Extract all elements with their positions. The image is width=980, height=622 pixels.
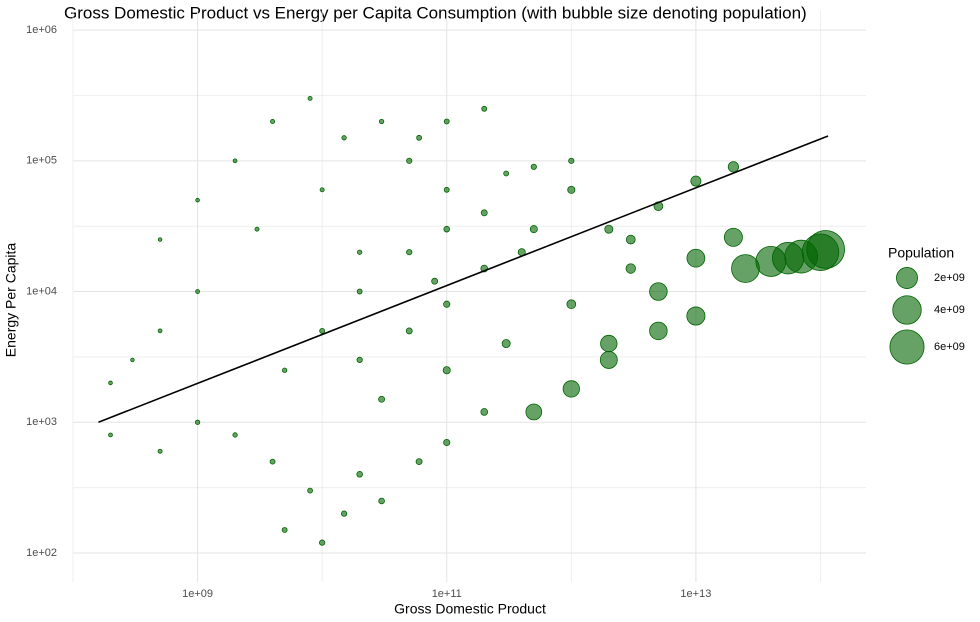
chart-title: Gross Domestic Product vs Energy per Cap… (64, 3, 807, 22)
bubble (481, 105, 488, 112)
legend-label: 4e+09 (934, 304, 965, 316)
y-tick-label: 1e+05 (26, 155, 57, 167)
bubble (686, 248, 706, 268)
bubble (443, 300, 451, 308)
bubble (480, 209, 488, 217)
bubble (108, 432, 113, 438)
bubble (378, 497, 385, 505)
bubble (157, 448, 163, 454)
legend-bubble (896, 267, 918, 289)
bubble (431, 277, 439, 285)
bubble (625, 263, 636, 274)
bubble (727, 161, 739, 173)
bubble (356, 471, 363, 478)
bubble (195, 289, 200, 294)
bubble (357, 249, 363, 255)
bubble (108, 380, 113, 386)
bubble (723, 227, 743, 247)
bubble (319, 328, 326, 334)
legend-bubble (889, 329, 925, 365)
bubble (442, 366, 451, 375)
bubble (307, 96, 313, 101)
bubble (195, 197, 200, 203)
bubble (600, 334, 618, 353)
bubble (319, 187, 325, 193)
bubble (530, 163, 537, 170)
bubble (529, 225, 538, 234)
bubble (157, 237, 163, 242)
bubble (416, 134, 422, 141)
bubble (270, 119, 276, 124)
bubble (599, 350, 618, 369)
bubble (443, 438, 451, 447)
bubble (356, 288, 363, 295)
bubble (525, 403, 543, 421)
bubble (649, 321, 668, 341)
bubble (686, 306, 706, 326)
bubble (319, 539, 326, 546)
bubble (568, 157, 575, 164)
bubble (625, 234, 636, 245)
trend-line (98, 135, 829, 424)
bubble (356, 356, 363, 363)
legend-label: 6e+09 (934, 341, 965, 353)
bubble (501, 339, 511, 349)
bubble (378, 118, 385, 125)
y-tick-label: 1e+06 (26, 24, 57, 36)
bubble (649, 282, 668, 301)
y-tick-label: 1e+02 (26, 547, 57, 559)
y-tick-label: 1e+03 (26, 416, 57, 428)
bubble (378, 395, 386, 403)
bubble (604, 224, 614, 234)
bubble (443, 186, 450, 193)
bubble (232, 158, 238, 164)
bubble (480, 408, 489, 416)
bubble (281, 527, 288, 533)
bubble (307, 487, 313, 494)
bubble (690, 175, 702, 187)
bubble (731, 254, 760, 283)
bubble (406, 157, 413, 164)
y-tick-label: 1e+04 (26, 285, 57, 297)
bubble (157, 328, 163, 334)
bubble (282, 367, 288, 373)
y-axis-title: Energy Per Capita (3, 243, 19, 358)
bubble (340, 510, 348, 517)
bubble (443, 118, 450, 125)
legend-label: 2e+09 (934, 272, 965, 284)
x-axis-title: Gross Domestic Product (394, 601, 546, 617)
bubble (567, 185, 576, 194)
bubble (443, 225, 450, 233)
bubble (806, 230, 845, 269)
x-tick-label: 1e+13 (680, 588, 711, 600)
bubble (415, 458, 423, 466)
bubble (254, 226, 260, 232)
bubble (503, 170, 510, 177)
bubble (130, 357, 135, 363)
bubble (269, 458, 276, 465)
bubble (566, 299, 577, 310)
bubble (562, 380, 580, 398)
bubble (405, 327, 413, 335)
legend-bubble (892, 295, 922, 325)
bubble (406, 249, 413, 256)
bubble (341, 135, 347, 141)
bubble (194, 419, 201, 425)
legend-title: Population (888, 245, 954, 261)
bubble (232, 432, 238, 438)
x-tick-label: 1e+11 (432, 588, 462, 600)
x-tick-label: 1e+09 (182, 588, 213, 600)
